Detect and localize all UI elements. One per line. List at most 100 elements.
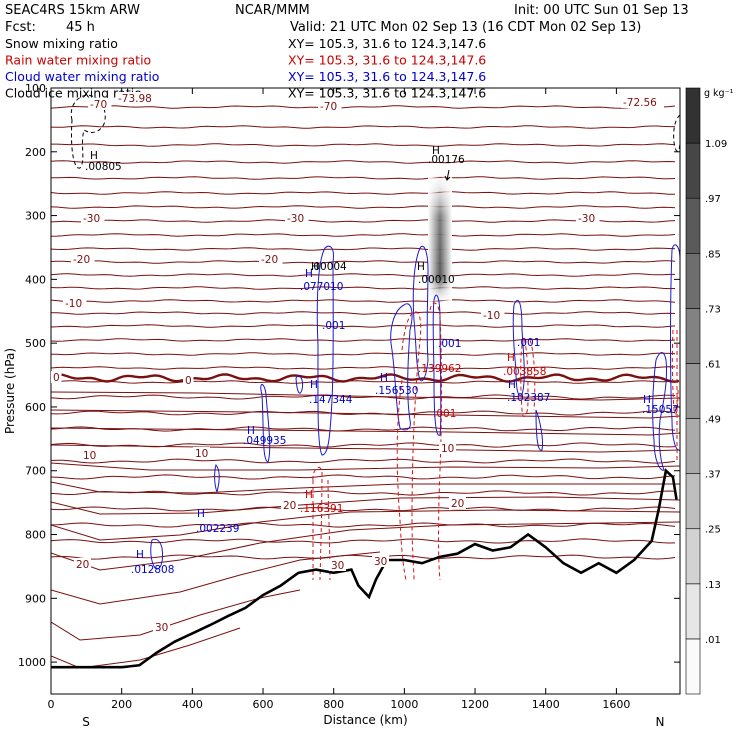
temperature-label-bg xyxy=(81,449,98,461)
extremum-marker: H xyxy=(311,261,319,273)
legend-xy: XY= 105.3, 31.6 to 124.3,147.6 xyxy=(288,86,486,101)
isotherm-line xyxy=(51,409,680,419)
temperature-label: 30 xyxy=(155,622,168,634)
valid-time: Valid: 21 UTC Mon 02 Sep 13 (16 CDT Mon … xyxy=(290,20,641,35)
temperature-label-bg xyxy=(81,212,105,224)
extremum-value: .139962 xyxy=(418,363,461,375)
x-tick-label: 1000 xyxy=(390,698,418,711)
extremum-marker: H xyxy=(432,145,440,157)
extremum-marker: H xyxy=(197,508,205,520)
colorbar-band xyxy=(685,87,701,144)
legend-label: Cloud ice mixing ratio xyxy=(5,86,142,101)
isotherm-line xyxy=(51,260,676,264)
isotherm-line xyxy=(51,205,676,209)
isotherm-line xyxy=(51,105,676,109)
colorbar-label: .25 xyxy=(705,525,721,536)
isotherm-line xyxy=(51,352,676,356)
isotherm-line xyxy=(51,219,676,223)
temperature-label-bg xyxy=(259,253,283,265)
temperature-label-bg xyxy=(153,621,170,633)
isotherm-line xyxy=(51,521,680,571)
temperature-label-bg xyxy=(621,96,664,108)
extremum-value: .147344 xyxy=(309,394,353,406)
y-tick-label: 800 xyxy=(25,529,46,542)
temperature-label: 10 xyxy=(195,448,208,460)
isotherm-line xyxy=(51,458,676,464)
colorbar-label: 1.09 xyxy=(705,139,727,150)
legend-label: Snow mixing ratio xyxy=(5,36,118,51)
isotherm-line xyxy=(51,627,241,669)
ice-contour xyxy=(673,114,680,152)
temperature-label-bg xyxy=(51,371,62,383)
extremum-value: .001 xyxy=(322,320,345,332)
extremum-value: .002239 xyxy=(196,523,239,535)
temperature-label-bg xyxy=(449,497,466,509)
temperature-label-bg xyxy=(439,442,456,454)
temperature-label: -70 xyxy=(90,99,107,111)
cloud-water-contour xyxy=(390,303,413,431)
temperature-label: 20 xyxy=(76,559,89,571)
isotherm-line xyxy=(51,273,675,277)
cloud-water-contour xyxy=(150,538,163,570)
isotherm-line xyxy=(51,496,680,515)
colorbar-band xyxy=(685,363,701,419)
temperature-label: 30 xyxy=(331,560,344,572)
cloud-water-contour xyxy=(214,463,220,494)
temperature-label: -10 xyxy=(65,298,82,310)
isotherm-line xyxy=(51,299,676,303)
cloud-water-contour xyxy=(670,244,680,451)
isotherm-line xyxy=(51,125,675,129)
rain-water-contour xyxy=(401,311,422,581)
ice-contour xyxy=(70,94,106,169)
extremum-value: .00805 xyxy=(85,161,122,173)
freezing-level-line xyxy=(51,373,680,383)
isotherm-line xyxy=(51,462,680,471)
temperature-label-bg xyxy=(372,555,389,567)
isotherm-line xyxy=(51,444,680,453)
x-tick-label: 800 xyxy=(323,698,344,711)
x-axis-label: Distance (km) xyxy=(323,713,407,727)
extremum-marker: H xyxy=(507,352,515,364)
isotherm-line xyxy=(51,143,676,147)
x-tick-label: 1600 xyxy=(602,698,630,711)
temperature-label-bg xyxy=(74,558,91,570)
temperature-label-bg xyxy=(576,212,600,224)
isotherm-line xyxy=(51,426,676,432)
colorbar-band xyxy=(685,583,701,640)
legend-xy: XY= 105.3, 31.6 to 124.3,147.6 xyxy=(288,69,486,84)
x-tick-label: 200 xyxy=(111,698,132,711)
cloud-water-contour xyxy=(432,294,442,436)
isotherm-line xyxy=(51,247,676,251)
rain-water-contour xyxy=(520,336,529,418)
extremum-value: .00176 xyxy=(428,154,465,166)
extremum-value: .00004 xyxy=(310,261,347,273)
temperature-label-bg xyxy=(183,374,194,386)
temperature-label-bg xyxy=(285,212,309,224)
init-time: Init: 00 UTC Sun 01 Sep 13 xyxy=(514,3,689,18)
isotherm-line xyxy=(51,191,676,195)
temperature-label: -30 xyxy=(578,213,595,225)
temperature-label-bg xyxy=(193,447,210,459)
colorbar-band xyxy=(685,308,701,364)
cloud-water-contour xyxy=(316,245,334,456)
colorbar-label: .37 xyxy=(705,470,721,481)
extremum-value: .156530 xyxy=(375,385,418,397)
temperature-label-bg xyxy=(481,309,505,321)
extremum-value: .049935 xyxy=(243,435,286,447)
extremum-marker: H xyxy=(643,394,651,406)
isotherm-line xyxy=(51,474,676,480)
plot-area xyxy=(51,94,680,669)
colorbar-label: .13 xyxy=(705,580,721,591)
x-tick-label: 600 xyxy=(253,698,274,711)
extremum-marker: H xyxy=(247,425,255,437)
temperature-label: -73.98 xyxy=(118,93,152,105)
isotherm-line xyxy=(51,394,676,400)
extremum-value: .012808 xyxy=(131,564,174,576)
cloud-water-contour xyxy=(260,384,271,463)
x-tick-label: 400 xyxy=(182,698,203,711)
colorbar-band xyxy=(685,142,701,199)
extremum-value: .116391 xyxy=(300,503,343,515)
isotherm-line xyxy=(51,589,301,641)
extremum-marker: H xyxy=(417,261,425,273)
colorbar-band xyxy=(685,197,701,254)
